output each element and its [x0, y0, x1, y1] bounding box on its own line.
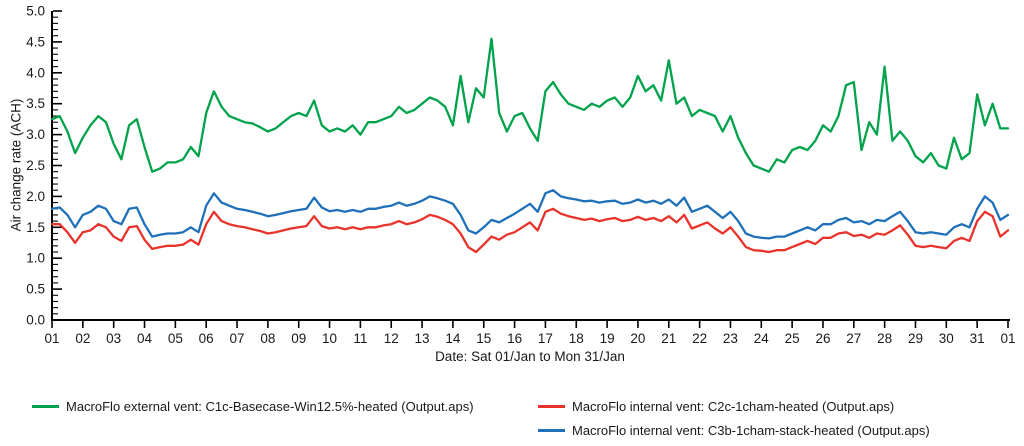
y-tick-label: 2.0 [26, 189, 45, 204]
x-tick-label: 05 [168, 331, 183, 346]
y-tick-label: 0.0 [26, 313, 45, 328]
x-tick-label: 27 [846, 331, 861, 346]
x-tick-label: 09 [291, 331, 306, 346]
x-tick-label: 02 [75, 331, 90, 346]
x-tick-label: 16 [507, 331, 522, 346]
series-line-1 [50, 207, 1010, 254]
x-tick-label: 17 [538, 331, 553, 346]
y-tick-label: 4.0 [26, 65, 45, 80]
x-tick-label: 30 [939, 331, 954, 346]
x-tick-label: 19 [600, 331, 615, 346]
x-tick-label: 14 [445, 331, 461, 346]
x-tick-label: 26 [815, 331, 830, 346]
x-tick-label: 04 [137, 331, 153, 346]
x-tick-label: 25 [785, 331, 800, 346]
x-tick-label: 01 [44, 331, 59, 346]
y-tick-label: 4.5 [26, 34, 45, 49]
x-tick-label: 23 [723, 331, 738, 346]
x-tick-label: 07 [230, 331, 245, 346]
x-tick-label: 31 [970, 331, 985, 346]
x-tick-label: 20 [630, 331, 645, 346]
y-axis-title: Air change rate (ACH) [8, 98, 24, 232]
y-tick-label: 5.0 [26, 4, 45, 19]
x-tick-label: 22 [692, 331, 707, 346]
x-tick-label: 18 [569, 331, 584, 346]
green-line-swatch-icon [32, 405, 59, 408]
x-tick-label: 11 [353, 331, 367, 346]
legend-item-internal-vent-c2c: MacroFlo internal vent: C2c-1cham-heated… [538, 399, 894, 414]
legend-item-external-vent: MacroFlo external vent: C1c-Basecase-Win… [32, 399, 474, 414]
legend-item-internal-vent-c3b: MacroFlo internal vent: C3b-1cham-stack-… [538, 423, 930, 438]
y-tick-label: 0.5 [26, 282, 45, 297]
x-tick-label: 12 [384, 331, 399, 346]
red-line-swatch-icon [538, 405, 565, 408]
legend-label: MacroFlo internal vent: C3b-1cham-stack-… [572, 423, 930, 438]
x-axis-title: Date: Sat 01/Jan to Mon 31/Jan [435, 349, 625, 364]
y-tick-label: 1.0 [26, 251, 45, 266]
series-line-0 [50, 37, 1010, 173]
x-tick-label: 29 [908, 331, 923, 346]
series-line-2 [50, 189, 1010, 240]
x-tick-label: 24 [754, 331, 770, 346]
x-tick-label: 13 [415, 331, 430, 346]
y-tick-label: 2.5 [26, 158, 45, 173]
legend-label: MacroFlo external vent: C1c-Basecase-Win… [66, 399, 474, 414]
x-tick-label: 28 [877, 331, 892, 346]
y-tick-label: 3.0 [26, 127, 45, 142]
x-tick-label: 08 [260, 331, 275, 346]
x-tick-label: 10 [322, 331, 337, 346]
x-tick-label: 06 [199, 331, 214, 346]
x-tick-label: 15 [476, 331, 491, 346]
legend-label: MacroFlo internal vent: C2c-1cham-heated… [572, 399, 895, 414]
y-tick-label: 3.5 [26, 96, 45, 111]
x-tick-label: 21 [661, 331, 676, 346]
y-tick-label: 1.5 [26, 220, 45, 235]
x-tick-label: 03 [106, 331, 121, 346]
plot-svg: 0.0 0.5 1.0 1.5 2.0 2.5 3.0 3.5 4.0 4.5 5.0 01 02 03 0… [26, 4, 1015, 347]
x-tick-label: 01 [1000, 331, 1015, 346]
blue-line-swatch-icon [538, 429, 565, 432]
